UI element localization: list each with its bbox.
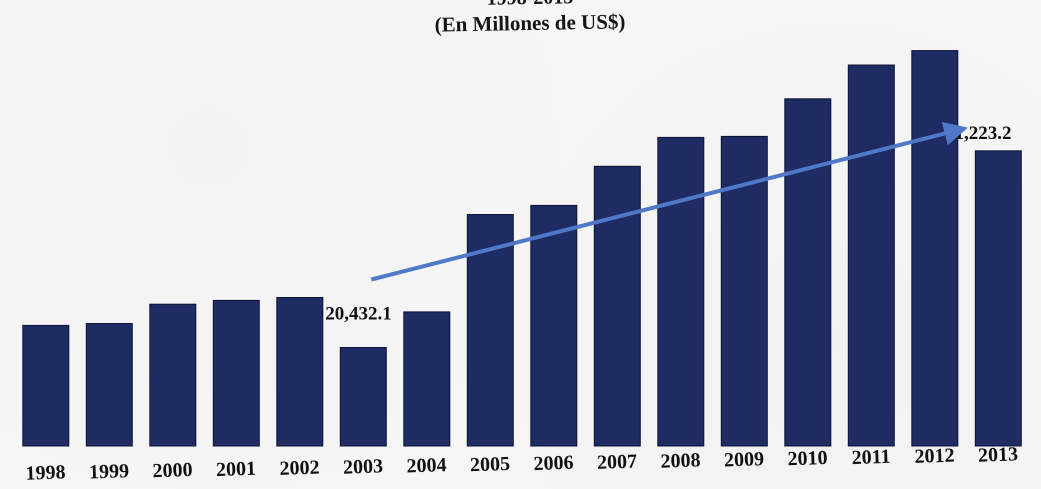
bar-2001 [212, 299, 260, 447]
year-label-2000: 2000 [152, 459, 193, 482]
trend-arrow-group [370, 121, 968, 282]
bar-2003 [339, 347, 387, 447]
year-label-2007: 2007 [597, 451, 638, 474]
bar-2000 [149, 303, 197, 447]
year-label-1999: 1999 [89, 460, 130, 483]
bar-2007 [593, 165, 641, 447]
year-label-2002: 2002 [279, 457, 320, 480]
bar-2006 [530, 204, 578, 447]
year-label-2004: 2004 [406, 454, 447, 477]
year-label-2010: 2010 [787, 447, 828, 470]
bar-2012 [911, 50, 959, 447]
year-label-2003: 2003 [343, 455, 384, 478]
bars-group [22, 50, 1022, 447]
year-label-2001: 2001 [216, 458, 257, 481]
year-label-2013: 2013 [978, 443, 1019, 466]
year-label-1998: 1998 [25, 461, 66, 484]
value-label-2013: 61,223.2 [945, 123, 1012, 144]
year-label-2006: 2006 [533, 452, 574, 475]
bar-2013 [974, 150, 1022, 447]
bar-2010 [784, 98, 832, 447]
bar-2008 [657, 136, 705, 447]
year-label-2012: 2012 [914, 445, 955, 468]
year-label-2005: 2005 [470, 453, 511, 476]
bar-2011 [847, 64, 895, 447]
year-label-2008: 2008 [660, 449, 701, 472]
year-labels-group: 1998 1999 2000 2001 2002 2003 2004 2005 2006 2007… [25, 443, 1018, 484]
bar-2002 [276, 297, 324, 447]
bar-1999 [85, 323, 133, 447]
bar-1998 [22, 324, 70, 447]
value-label-2003: 20,432.1 [325, 304, 392, 325]
year-label-2009: 2009 [724, 448, 765, 471]
bar-2004 [403, 311, 451, 447]
trend-arrow [370, 121, 968, 282]
year-label-2011: 2011 [851, 446, 891, 469]
